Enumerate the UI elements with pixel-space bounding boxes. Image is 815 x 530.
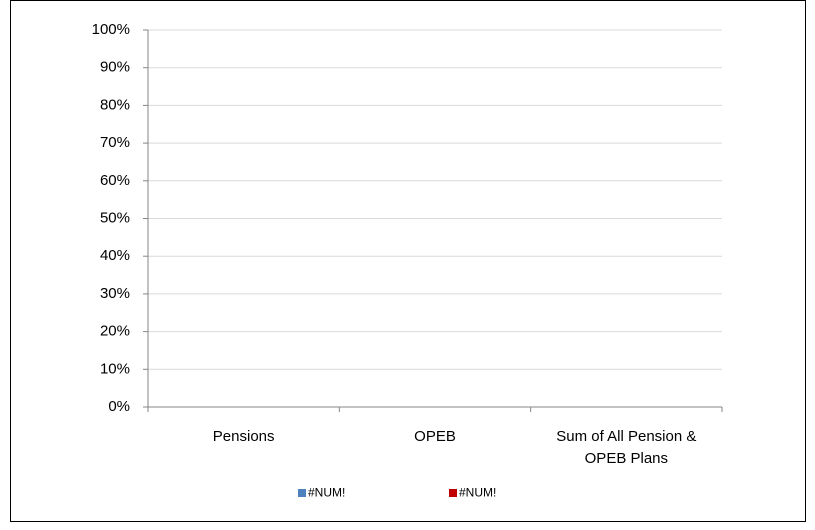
x-tick-label: Pensions	[212, 428, 275, 445]
y-tick-label: 50%	[100, 209, 130, 226]
y-tick-label: 30%	[100, 285, 130, 302]
x-tick-label: Sum of All Pension & OPEB Plans	[556, 428, 697, 467]
y-tick-label: 20%	[100, 323, 130, 340]
y-tick-label: 80%	[100, 96, 130, 113]
y-tick-label: 70%	[100, 134, 130, 151]
y-tick-label: 60%	[100, 172, 130, 189]
legend-swatch	[449, 489, 457, 497]
y-tick-label: 40%	[100, 247, 130, 264]
legend-label: #NUM!	[459, 486, 496, 500]
chart-frame	[10, 0, 806, 522]
y-tick-label: 10%	[100, 360, 130, 377]
legend-label: #NUM!	[308, 486, 345, 500]
x-tick-label: OPEB	[414, 428, 456, 445]
y-tick-label: 0%	[108, 398, 130, 415]
legend-swatch	[298, 489, 306, 497]
y-tick-label: 90%	[100, 59, 130, 76]
y-tick-label: 100%	[92, 21, 130, 38]
